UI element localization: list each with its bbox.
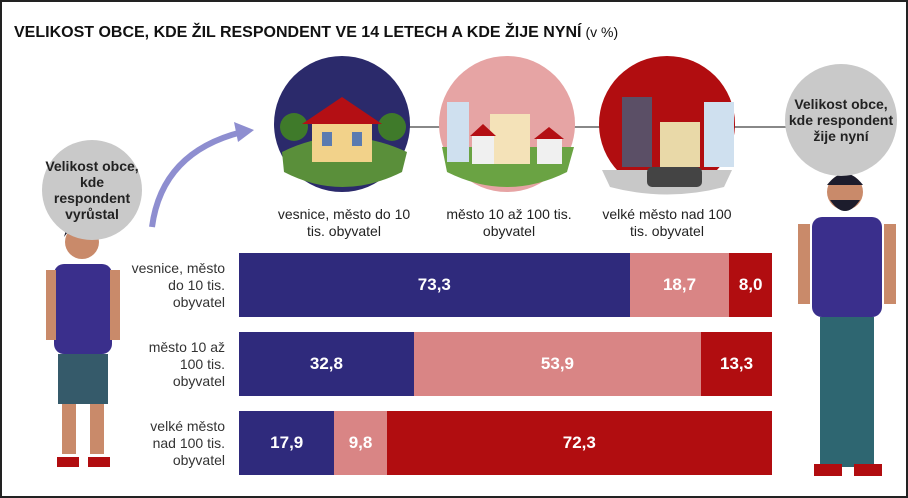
value-label: 17,9 <box>270 433 303 453</box>
chart-title-block: VELIKOST OBCE, KDE ŽIL RESPONDENT VE 14 … <box>14 24 618 42</box>
legend-label: město 10 až 100 tis. obyvatel <box>434 206 584 240</box>
bar-segment: 73,3 <box>239 253 630 317</box>
left-label: Velikost obce, kde respondent vyrůstal <box>42 140 142 240</box>
bar-segment: 32,8 <box>239 332 414 396</box>
legend-label: velké město nad 100 tis. obyvatel <box>592 206 742 240</box>
value-label: 9,8 <box>349 433 373 453</box>
right-label: Velikost obce, kde respondent žije nyní <box>785 64 897 176</box>
value-label: 72,3 <box>563 433 596 453</box>
bar-segment: 13,3 <box>701 332 772 396</box>
row-label: vesnice, město do 10 tis. obyvatel <box>130 253 225 317</box>
row-label: město 10 až 100 tis. obyvatel <box>130 332 225 396</box>
bar-segment: 53,9 <box>414 332 701 396</box>
bar-segment: 72,3 <box>387 411 772 475</box>
value-label: 73,3 <box>418 275 451 295</box>
value-label: 53,9 <box>541 354 574 374</box>
legend-label: vesnice, město do 10 tis. obyvatel <box>269 206 419 240</box>
bar-segment: 17,9 <box>239 411 334 475</box>
value-label: 8,0 <box>739 275 763 295</box>
chart-subtitle: (v %) <box>586 24 619 40</box>
bar-segment: 9,8 <box>334 411 386 475</box>
infographic: VELIKOST OBCE, KDE ŽIL RESPONDENT VE 14 … <box>0 0 908 498</box>
bar-segment: 8,0 <box>729 253 772 317</box>
value-label: 32,8 <box>310 354 343 374</box>
value-label: 13,3 <box>720 354 753 374</box>
row-label: velké město nad 100 tis. obyvatel <box>130 411 225 475</box>
bar-segment: 18,7 <box>630 253 730 317</box>
value-label: 18,7 <box>663 275 696 295</box>
chart-title: VELIKOST OBCE, KDE ŽIL RESPONDENT VE 14 … <box>14 24 582 41</box>
